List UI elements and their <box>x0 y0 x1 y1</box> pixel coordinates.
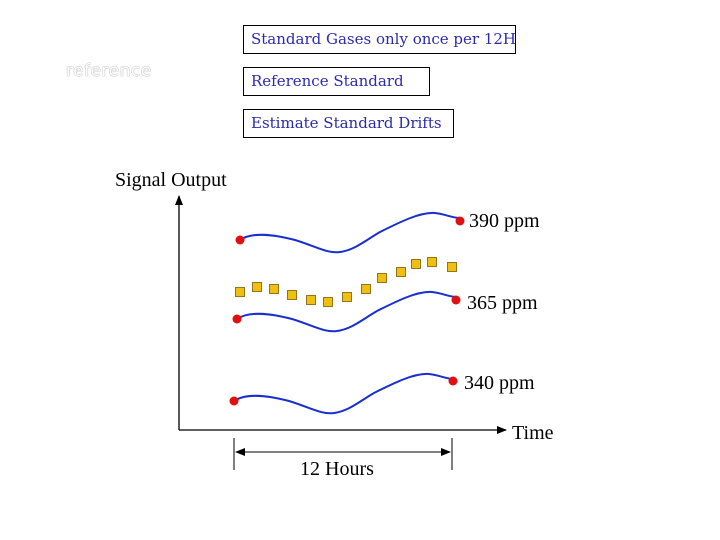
drift-square <box>306 295 316 305</box>
endpoint-dot <box>232 314 242 324</box>
reference-standard-box: Reference Standard <box>243 67 430 96</box>
interval-arrowhead-left <box>235 448 245 456</box>
label-340ppm: 340 ppm <box>464 372 535 394</box>
drift-square <box>411 259 421 269</box>
estimate-drifts-box: Estimate Standard Drifts <box>243 109 454 138</box>
standard-gases-box: Standard Gases only once per 12H <box>243 25 516 54</box>
interval-arrowhead-right <box>441 448 451 456</box>
endpoint-dot <box>229 396 239 406</box>
drift-square <box>287 290 297 300</box>
label-390ppm: 390 ppm <box>469 210 540 232</box>
drift-square <box>377 273 387 283</box>
drift-square <box>427 257 437 267</box>
endpoint-dot <box>448 376 458 386</box>
x-axis-label: Time <box>512 422 554 444</box>
label-365ppm: 365 ppm <box>467 292 538 314</box>
drift-square <box>447 262 457 272</box>
y-axis-label: Signal Output <box>115 169 227 191</box>
drift-square <box>342 292 352 302</box>
drift-square <box>252 282 262 292</box>
interval-label: 12 Hours <box>300 458 374 480</box>
curve-340ppm <box>233 372 455 415</box>
endpoint-dot <box>451 295 461 305</box>
endpoint-dot <box>455 216 465 226</box>
drift-square <box>396 267 406 277</box>
curve-390ppm <box>239 211 461 254</box>
standard-drift-estimates <box>235 257 457 307</box>
endpoint-dot <box>235 235 245 245</box>
drift-square <box>361 284 371 294</box>
endpoint-markers <box>229 216 465 406</box>
faint-reference-label: reference <box>66 61 152 81</box>
drift-square <box>269 284 279 294</box>
drift-square <box>235 287 245 297</box>
curve-365ppm <box>236 290 458 333</box>
drift-square <box>323 297 333 307</box>
